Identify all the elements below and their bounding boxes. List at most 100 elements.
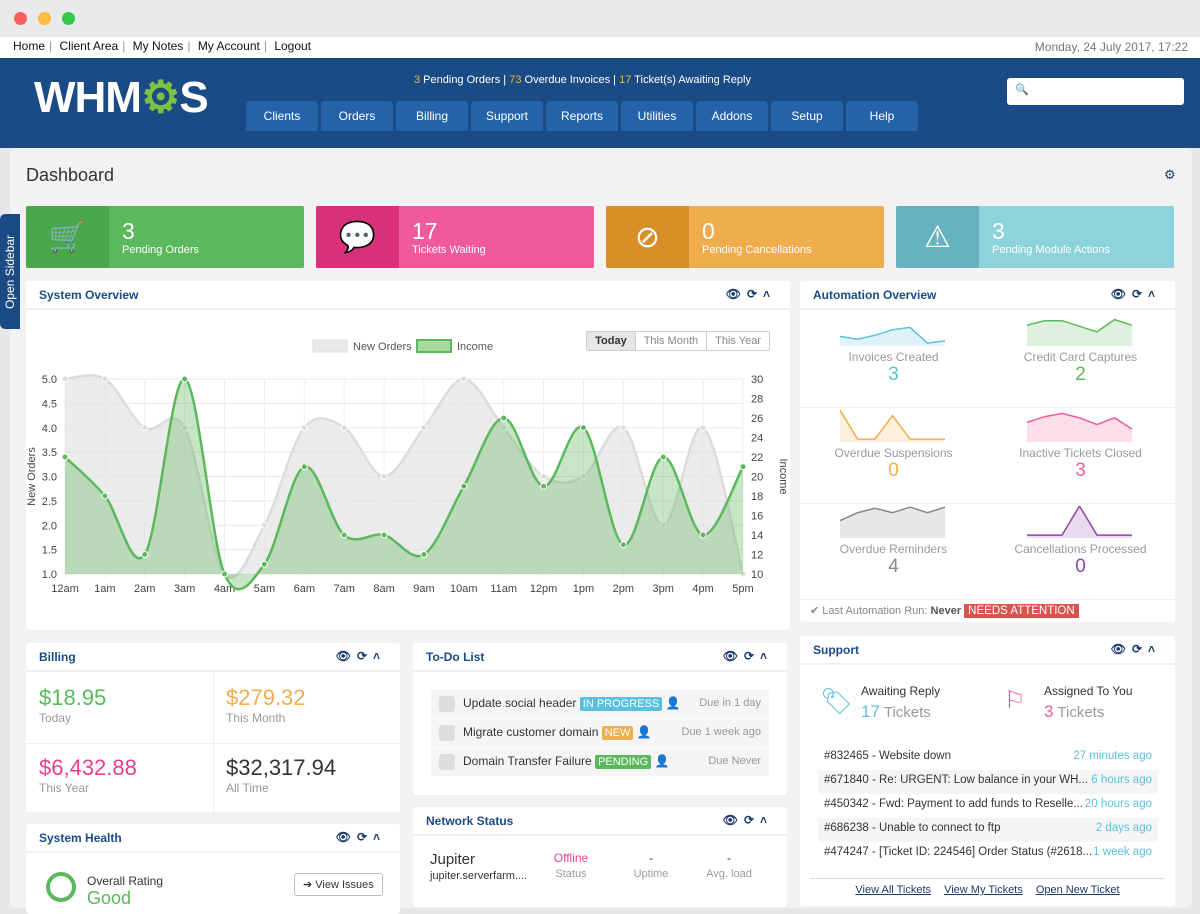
nav-reports[interactable]: Reports bbox=[546, 101, 618, 131]
nav-addons[interactable]: Addons bbox=[696, 101, 768, 131]
automation-overview-panel: Automation Overview 👁⟳˄ Invoices Created … bbox=[800, 281, 1175, 622]
data-point bbox=[181, 424, 189, 432]
automation-label: Invoices Created bbox=[848, 350, 939, 364]
todo-text[interactable]: Domain Transfer Failure bbox=[463, 754, 592, 769]
ticket-row[interactable]: #450342 - Fwd: Payment to add funds to R… bbox=[818, 794, 1158, 818]
panel-controls[interactable]: 👁⟳˄ bbox=[722, 813, 773, 827]
panel-controls[interactable]: 👁⟳˄ bbox=[725, 287, 776, 301]
todo-text[interactable]: Migrate customer domain bbox=[463, 725, 599, 740]
chat-icon: 💬 bbox=[316, 206, 399, 268]
x-tick-label: 12am bbox=[51, 583, 79, 595]
todo-checkbox[interactable] bbox=[439, 754, 455, 770]
y-tick-label: 2.5 bbox=[42, 496, 57, 508]
billing-label: This Year bbox=[39, 781, 90, 795]
top-links: Home | Client Area | My Notes | My Account |… bbox=[0, 37, 1200, 58]
close-window-button[interactable] bbox=[14, 12, 27, 25]
ticket-subject[interactable]: #474247 - [Ticket ID: 224546] Order Stat… bbox=[824, 846, 1093, 858]
ticket-time: 2 days ago bbox=[1095, 822, 1152, 834]
link-my-account[interactable]: My Account bbox=[197, 39, 260, 53]
last-run-label: Last Automation Run: bbox=[822, 605, 928, 617]
automation-value: 2 bbox=[1075, 364, 1086, 385]
panel-controls[interactable]: 👁⟳˄ bbox=[335, 649, 386, 663]
sparkline bbox=[1027, 318, 1133, 346]
stat-box[interactable]: 💬 17 Tickets Waiting bbox=[316, 206, 594, 268]
nav-billing[interactable]: Billing bbox=[396, 101, 468, 131]
x-tick-label: 7am bbox=[333, 583, 354, 595]
link-home[interactable]: Home bbox=[13, 39, 46, 53]
ticket-row[interactable]: #474247 - [Ticket ID: 224546] Order Stat… bbox=[818, 842, 1158, 866]
ticket-subject[interactable]: #832465 - Website down bbox=[824, 750, 952, 762]
y2-tick-label: 10 bbox=[751, 569, 763, 581]
panel-controls[interactable]: 👁⟳˄ bbox=[335, 830, 386, 844]
header-alerts: 3 Pending Orders | 73 Overdue Invoices |… bbox=[414, 74, 751, 86]
whmcs-logo[interactable]: WHM⚙S bbox=[34, 73, 209, 122]
todo-due: Due Never bbox=[708, 755, 761, 767]
y2-tick-label: 24 bbox=[751, 433, 763, 445]
range-selector: Today This Month This Year bbox=[586, 331, 770, 351]
stat-box[interactable]: 🛒 3 Pending Orders bbox=[26, 206, 304, 268]
nav-help[interactable]: Help bbox=[846, 101, 918, 131]
awaiting-reply-count[interactable]: 17 Tickets bbox=[861, 702, 931, 722]
nav-support[interactable]: Support bbox=[471, 101, 543, 131]
automation-stat: Overdue Suspensions 0 bbox=[800, 410, 987, 482]
search-input[interactable]: 🔍 bbox=[1007, 78, 1184, 105]
main-nav: Clients Orders Billing Support Reports U… bbox=[246, 101, 918, 131]
cart-icon: 🛒 bbox=[26, 206, 109, 268]
open-new-ticket-link[interactable]: Open New Ticket bbox=[1035, 884, 1120, 896]
assigned-count[interactable]: 3 Tickets bbox=[1044, 702, 1104, 722]
link-logout[interactable]: Logout bbox=[274, 39, 312, 53]
ticket-row[interactable]: #671840 - Re: URGENT: Low balance in you… bbox=[818, 770, 1158, 794]
y2-tick-label: 16 bbox=[751, 511, 763, 523]
x-tick-label: 2pm bbox=[613, 583, 634, 595]
nav-clients[interactable]: Clients bbox=[246, 101, 318, 131]
ticket-row[interactable]: #686238 - Unable to connect to ftp 2 days… bbox=[818, 818, 1158, 842]
panel-controls[interactable]: 👁⟳˄ bbox=[1110, 642, 1161, 656]
automation-label: Cancellations Processed bbox=[1014, 542, 1147, 556]
minimize-window-button[interactable] bbox=[38, 12, 51, 25]
link-client-area[interactable]: Client Area bbox=[59, 39, 119, 53]
data-point bbox=[619, 541, 627, 549]
y-tick-label: 3.0 bbox=[42, 472, 57, 484]
x-tick-label: 10am bbox=[450, 583, 478, 595]
stat-box[interactable]: ⊘ 0 Pending Cancellations bbox=[606, 206, 884, 268]
nav-utilities[interactable]: Utilities bbox=[621, 101, 693, 131]
view-my-tickets-link[interactable]: View My Tickets bbox=[944, 884, 1023, 896]
automation-stat: Inactive Tickets Closed 3 bbox=[987, 410, 1174, 482]
range-this-year[interactable]: This Year bbox=[706, 332, 769, 350]
panel-title: To-Do List bbox=[426, 650, 485, 664]
panel-title: Support bbox=[813, 643, 859, 657]
server-status: Offline bbox=[553, 851, 589, 865]
ticket-subject[interactable]: #671840 - Re: URGENT: Low balance in you… bbox=[824, 774, 1088, 786]
pending-orders-count[interactable]: 3 bbox=[414, 74, 421, 86]
todo-item: Migrate customer domain NEW 👤 Due 1 week … bbox=[431, 719, 769, 747]
view-all-tickets-link[interactable]: View All Tickets bbox=[855, 884, 932, 896]
ticket-time: 6 hours ago bbox=[1091, 774, 1152, 786]
legend-label: Income bbox=[457, 341, 493, 353]
x-tick-label: 8am bbox=[373, 583, 394, 595]
stat-box[interactable]: ⚠ 3 Pending Module Actions bbox=[896, 206, 1174, 268]
y-tick-label: 2.0 bbox=[42, 520, 57, 532]
open-sidebar-tab[interactable]: Open Sidebar bbox=[0, 214, 20, 329]
ticket-subject[interactable]: #450342 - Fwd: Payment to add funds to R… bbox=[824, 798, 1083, 810]
nav-setup[interactable]: Setup bbox=[771, 101, 843, 131]
todo-checkbox[interactable] bbox=[439, 696, 455, 712]
panel-controls[interactable]: 👁⟳˄ bbox=[1110, 287, 1161, 301]
panel-controls[interactable]: 👁⟳˄ bbox=[722, 649, 773, 663]
legend-swatch bbox=[312, 339, 348, 353]
maximize-window-button[interactable] bbox=[62, 12, 75, 25]
range-this-month[interactable]: This Month bbox=[634, 332, 706, 350]
view-issues-button[interactable]: ➔ View Issues bbox=[294, 873, 383, 896]
nav-orders[interactable]: Orders bbox=[321, 101, 393, 131]
ticket-subject[interactable]: #686238 - Unable to connect to ftp bbox=[824, 822, 1001, 834]
todo-text[interactable]: Update social header bbox=[463, 696, 577, 711]
overview-chart: 5.0 4.5 4.0 3.5 3.0 2.5 2.0 1.5 1.0 30 28 26 24 22 20 1… bbox=[26, 339, 789, 595]
overdue-count[interactable]: 73 bbox=[509, 74, 522, 86]
tickets-count[interactable]: 17 bbox=[619, 74, 632, 86]
range-today[interactable]: Today bbox=[587, 332, 635, 350]
todo-checkbox[interactable] bbox=[439, 725, 455, 741]
ticket-row[interactable]: #832465 - Website down 27 minutes ago bbox=[818, 746, 1158, 770]
link-my-notes[interactable]: My Notes bbox=[132, 39, 184, 53]
y2-tick-label: 28 bbox=[751, 394, 763, 406]
billing-stat: $18.95 Today bbox=[26, 685, 119, 725]
gear-icon[interactable]: ⚙ bbox=[1164, 167, 1176, 182]
